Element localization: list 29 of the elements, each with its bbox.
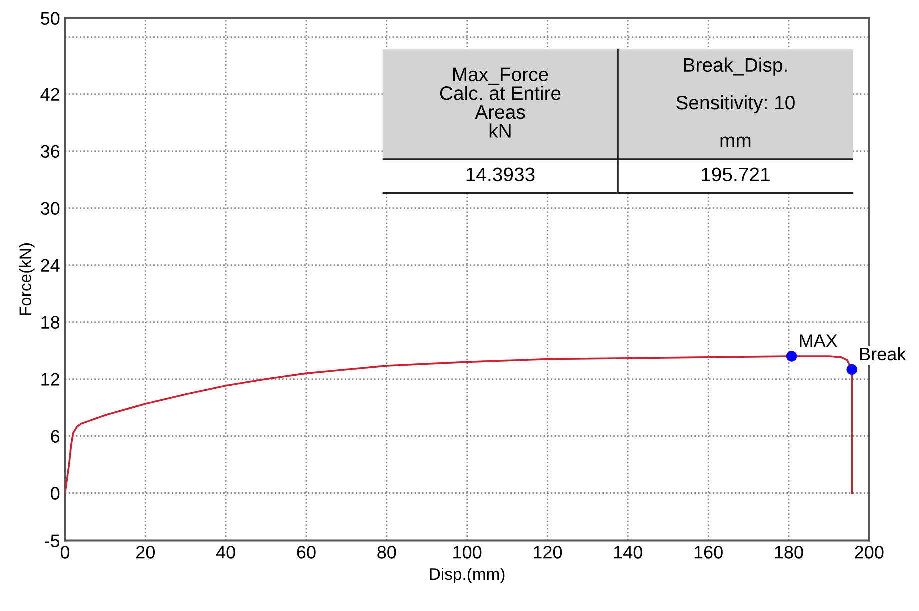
x-tick-label: 60	[297, 546, 316, 559]
x-tick-label: 20	[136, 546, 155, 559]
y-tick-label: 6	[51, 430, 60, 443]
y-tick-label: -5	[45, 534, 60, 548]
y-tick-label: 12	[42, 373, 60, 386]
x-tick-label: 160	[694, 546, 723, 559]
annotation: Break_Disp. Sensitivity: 10 mm	[676, 58, 795, 148]
annotation: MAX	[800, 334, 838, 348]
annotation: 14.3933	[466, 168, 535, 182]
y-tick-label: 42	[40, 88, 60, 101]
y-tick-label: 30	[40, 202, 60, 216]
annotation: Max_Force Calc. at Entire Areas kN	[440, 68, 561, 138]
annotation: Break	[860, 347, 906, 361]
y-tick-label: 36	[40, 145, 60, 158]
y-tick-label: 50	[41, 12, 60, 26]
annotation: 195.721	[702, 168, 770, 182]
x-tick-label: 40	[216, 546, 236, 559]
x-tick-label: 180	[775, 546, 804, 559]
x-tick-label: 100	[454, 546, 482, 559]
x-tick-label: 80	[378, 546, 396, 559]
x-axis-title: Disp.(mm)	[430, 568, 505, 584]
x-tick-label: 200	[855, 546, 884, 559]
x-tick-label: 0	[60, 546, 70, 559]
y-tick-label: 0	[51, 487, 60, 500]
y-tick-label: 18	[42, 316, 60, 329]
y-tick-label: 24	[41, 259, 60, 272]
x-tick-label: 120	[534, 546, 562, 559]
y-axis-title: Force(kN)	[19, 244, 35, 316]
x-tick-label: 140	[614, 546, 642, 559]
